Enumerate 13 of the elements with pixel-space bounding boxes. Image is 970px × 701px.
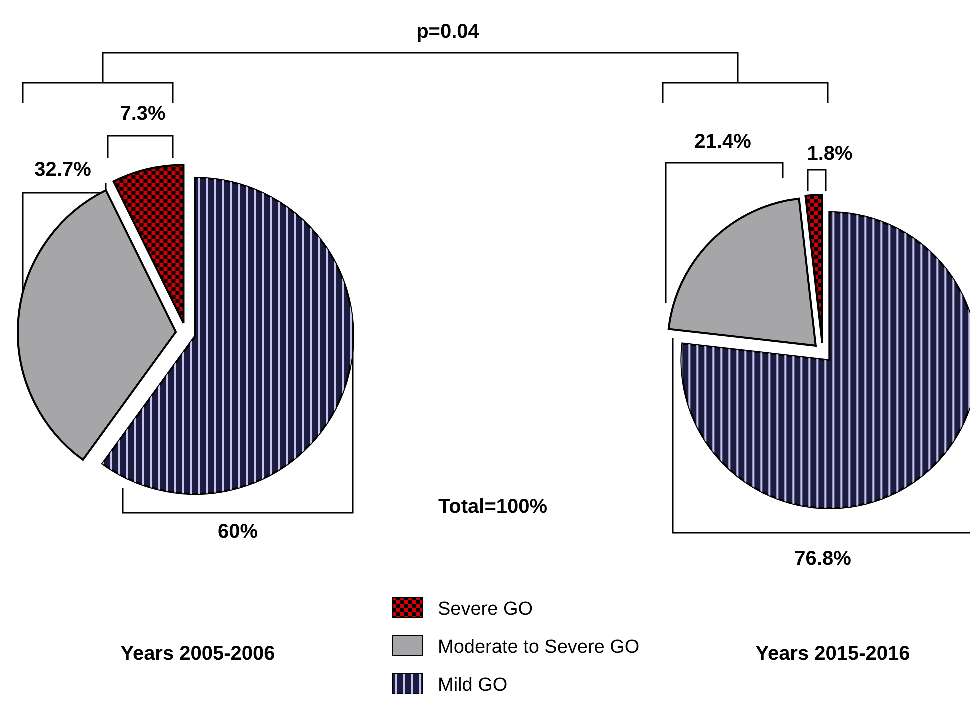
- text: Years 2015-2016: [756, 643, 910, 665]
- data-label: 1.8%: [807, 143, 854, 165]
- legend-label: Severe GO: [438, 599, 534, 620]
- data-label: 76.8%: [794, 548, 852, 570]
- data-label: 21.4%: [694, 131, 752, 153]
- text: Total=100%: [438, 496, 548, 518]
- text: Years 2005-2006: [120, 643, 276, 665]
- data-label: 7.3%: [120, 103, 166, 125]
- data-label: 32.7%: [34, 159, 92, 181]
- legend-label: Mild GO: [438, 675, 508, 696]
- data-label: 60%: [218, 521, 258, 543]
- legend-label: Moderate to Severe GO: [438, 637, 640, 658]
- text: p=0.04: [416, 21, 480, 43]
